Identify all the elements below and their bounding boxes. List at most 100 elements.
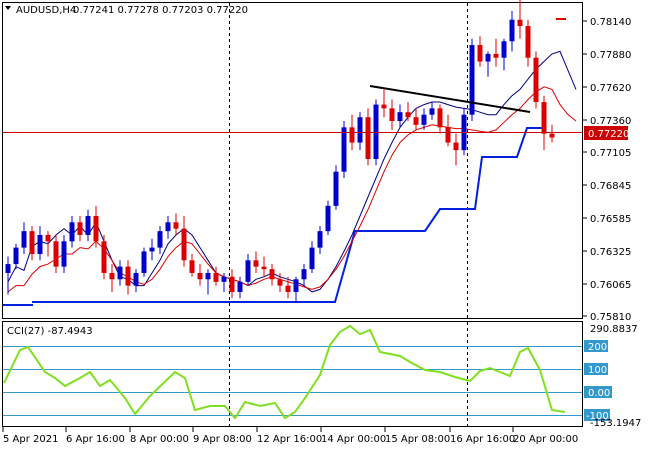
candle-body xyxy=(125,266,131,286)
candle-body xyxy=(517,19,523,27)
candle xyxy=(181,215,187,267)
price-label: 0.76585 xyxy=(590,214,631,225)
candle xyxy=(357,112,363,151)
candle xyxy=(269,264,275,286)
candle xyxy=(437,104,443,134)
candle-body xyxy=(5,264,11,273)
candle-body xyxy=(381,104,387,109)
candle-body xyxy=(301,269,307,280)
candle xyxy=(405,102,411,122)
current-price-box xyxy=(584,126,628,140)
trailing-stop-line xyxy=(3,18,566,306)
cci-panel[interactable] xyxy=(2,321,583,427)
candle-body xyxy=(213,272,219,282)
time-label: 15 Apr 08:00 xyxy=(385,434,450,445)
candle xyxy=(453,133,459,166)
candle xyxy=(277,272,283,292)
candle xyxy=(189,253,195,277)
candle xyxy=(21,222,27,254)
candle-body xyxy=(469,45,475,115)
candle xyxy=(397,104,403,128)
candle-body xyxy=(165,222,171,232)
candle xyxy=(501,38,507,71)
candle xyxy=(45,231,51,257)
price-label: 0.76065 xyxy=(590,280,631,291)
candle xyxy=(285,276,291,299)
candle xyxy=(29,226,35,261)
candle-body xyxy=(21,231,27,248)
trend-line[interactable] xyxy=(369,85,531,113)
candle-body xyxy=(285,285,291,292)
time-label: 5 Apr 2021 xyxy=(3,434,58,445)
candle-body xyxy=(405,112,411,118)
candle xyxy=(429,102,435,120)
candle-body xyxy=(53,241,59,267)
candle xyxy=(133,269,139,292)
candle xyxy=(213,266,219,286)
candle xyxy=(381,89,387,118)
candle-body xyxy=(93,215,99,242)
candle xyxy=(61,234,67,273)
candle-body xyxy=(13,247,19,265)
candle-body xyxy=(549,133,555,138)
candle xyxy=(5,256,11,295)
candle xyxy=(93,205,99,248)
dropdown-arrow-icon[interactable] xyxy=(5,6,11,10)
candle xyxy=(509,10,515,52)
candle xyxy=(309,241,315,273)
price-label: 0.76845 xyxy=(590,181,631,192)
candle-body xyxy=(477,45,483,62)
candle xyxy=(541,95,547,151)
price-label: 0.76325 xyxy=(590,247,631,258)
candle xyxy=(197,264,203,286)
candle xyxy=(317,226,323,254)
candle xyxy=(117,260,123,286)
candle-body xyxy=(45,234,51,242)
candle-body xyxy=(109,272,115,280)
candle xyxy=(525,19,531,67)
candle xyxy=(245,253,251,286)
current-price-label: 0.77220 xyxy=(588,129,629,140)
cci-badge-minus-100 xyxy=(584,409,610,421)
candle-body xyxy=(269,269,275,280)
candle-body xyxy=(333,171,339,206)
candle xyxy=(205,269,211,295)
candle-body xyxy=(365,117,371,160)
candle xyxy=(293,276,299,303)
candle xyxy=(37,226,43,261)
candle-body xyxy=(229,276,235,292)
candle-body xyxy=(181,228,187,261)
candle xyxy=(261,256,267,277)
candle xyxy=(165,215,171,239)
candle xyxy=(389,99,395,130)
candle-body xyxy=(389,108,395,122)
price-label: 0.77360 xyxy=(590,116,631,127)
cci-scale: 200 100 0.00 -100 xyxy=(584,340,612,422)
candle-body xyxy=(157,231,163,248)
stop-step-line xyxy=(32,127,545,303)
candle-body xyxy=(221,276,227,282)
candle xyxy=(365,108,371,166)
candle xyxy=(333,165,339,210)
candle-body xyxy=(173,222,179,229)
cci-level-label: -100 xyxy=(586,411,609,422)
candle xyxy=(341,121,347,178)
cci-label: CCI(27) -87.4943 xyxy=(7,326,93,337)
candle-body xyxy=(357,117,363,143)
cci-badge-0 xyxy=(584,386,612,398)
candle xyxy=(461,108,467,156)
candle xyxy=(421,108,427,130)
candle-body xyxy=(261,266,267,270)
candle xyxy=(85,209,91,242)
candle-body xyxy=(533,57,539,103)
candle xyxy=(253,251,259,273)
candle xyxy=(109,264,115,292)
candle xyxy=(229,269,235,299)
candle xyxy=(413,108,419,130)
candle-body xyxy=(485,53,491,62)
candle-body xyxy=(309,247,315,270)
cci-scale-bottom: -153.1947 xyxy=(590,418,641,429)
candle xyxy=(157,226,163,254)
candle xyxy=(141,247,147,277)
